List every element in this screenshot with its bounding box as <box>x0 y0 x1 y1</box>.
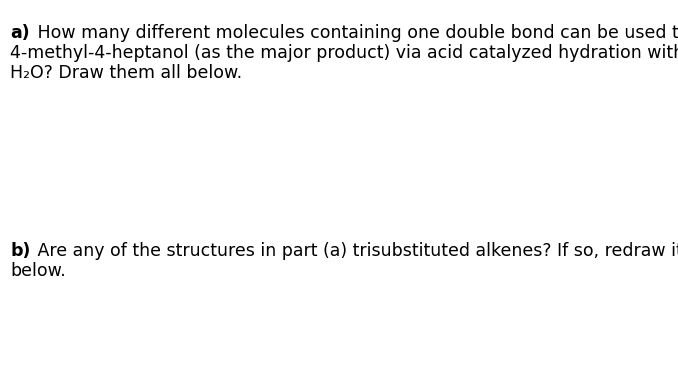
Text: Are any of the structures in part (a) trisubstituted alkenes? If so, redraw it/t: Are any of the structures in part (a) tr… <box>32 242 678 260</box>
Text: 4-methyl-4-heptanol (as the major product) via acid catalyzed hydration with H₂S: 4-methyl-4-heptanol (as the major produc… <box>10 44 678 62</box>
Text: H₂O? Draw them all below.: H₂O? Draw them all below. <box>10 64 242 82</box>
Text: b): b) <box>10 242 31 260</box>
Text: a): a) <box>10 24 30 42</box>
Text: How many different molecules containing one double bond can be used to synthesiz: How many different molecules containing … <box>32 24 678 42</box>
Text: below.: below. <box>10 262 66 280</box>
